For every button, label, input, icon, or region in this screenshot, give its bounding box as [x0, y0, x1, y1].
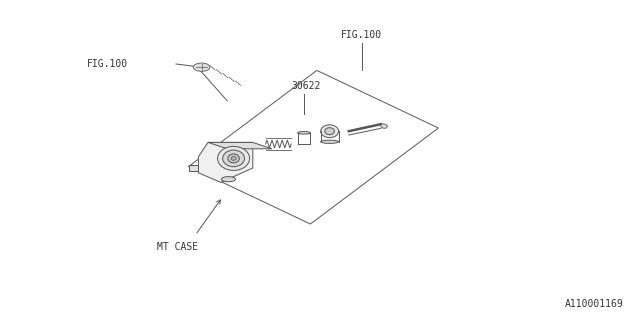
Ellipse shape [324, 128, 335, 135]
Ellipse shape [298, 132, 310, 134]
Text: FIG.100: FIG.100 [87, 59, 128, 69]
Ellipse shape [321, 125, 339, 138]
Polygon shape [208, 142, 272, 149]
Text: MT CASE: MT CASE [157, 242, 198, 252]
Text: FIG.100: FIG.100 [341, 30, 382, 40]
Ellipse shape [221, 177, 236, 182]
Polygon shape [189, 165, 198, 171]
Ellipse shape [218, 147, 250, 170]
Ellipse shape [223, 150, 244, 167]
Text: A110001169: A110001169 [565, 299, 624, 309]
Polygon shape [198, 142, 253, 182]
Ellipse shape [321, 140, 339, 143]
Circle shape [193, 63, 210, 71]
Text: 30622: 30622 [291, 81, 321, 91]
Ellipse shape [381, 124, 387, 128]
Ellipse shape [231, 156, 236, 160]
Ellipse shape [228, 154, 239, 163]
